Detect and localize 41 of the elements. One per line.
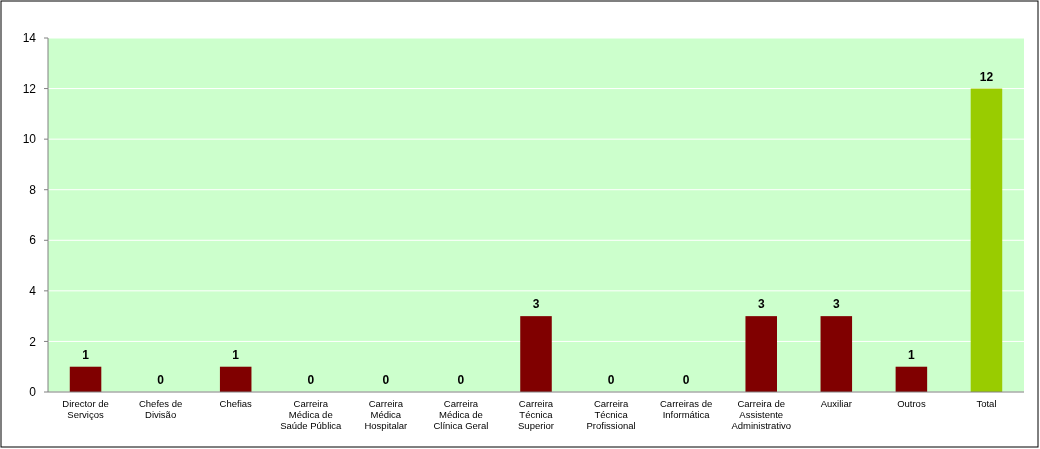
data-label: 12 [979,69,994,84]
data-label: 0 [682,373,690,387]
x-tick-label: Chefes de Divisão [138,398,183,420]
data-label: 1 [908,347,916,362]
data-label: 3 [757,297,765,312]
bar [69,366,102,392]
y-tick-label: 0 [29,385,37,400]
x-tick-label: Carreira Médica de Clínica Geral [433,398,489,431]
bar [970,88,1003,392]
data-label: 0 [607,373,615,387]
x-tick-label: Outros [897,398,926,409]
bar [745,316,777,392]
x-tick-label: Auxiliar [820,398,852,409]
data-label: 3 [532,297,540,312]
data-label: 0 [457,373,465,387]
bar [820,316,853,392]
data-label: 3 [832,297,840,312]
data-label: 0 [382,373,390,387]
x-tick-label: Carreira Médica Hospitalar [364,398,408,431]
bar [520,316,552,392]
y-tick-label: 12 [22,81,37,96]
y-tick-label: 2 [29,334,37,349]
y-tick-label: 8 [29,182,37,197]
data-label: 0 [157,373,165,387]
x-tick-label: Carreira Técnica Superior [518,398,554,431]
x-tick-label: Total [976,398,997,409]
x-tick-label: Carreira de Assistente Administrativo [731,398,792,431]
x-tick-label: Carreira Técnica Profissional [586,398,636,431]
bar [895,366,928,392]
data-label: 0 [307,373,315,387]
x-tick-label: Carreira Médica de Saúde Pública [280,398,343,431]
data-label: 1 [232,347,240,362]
y-tick-label: 10 [22,132,37,147]
y-tick-label: 6 [29,233,37,248]
x-tick-label: Director de Serviços [62,398,109,420]
x-tick-label: Carreiras de Informática [660,398,713,420]
bar [219,366,252,392]
y-tick-label: 4 [29,284,37,299]
y-tick-label: 14 [22,31,37,46]
x-tick-label: Chefias [219,398,253,409]
data-label: 1 [82,347,90,362]
